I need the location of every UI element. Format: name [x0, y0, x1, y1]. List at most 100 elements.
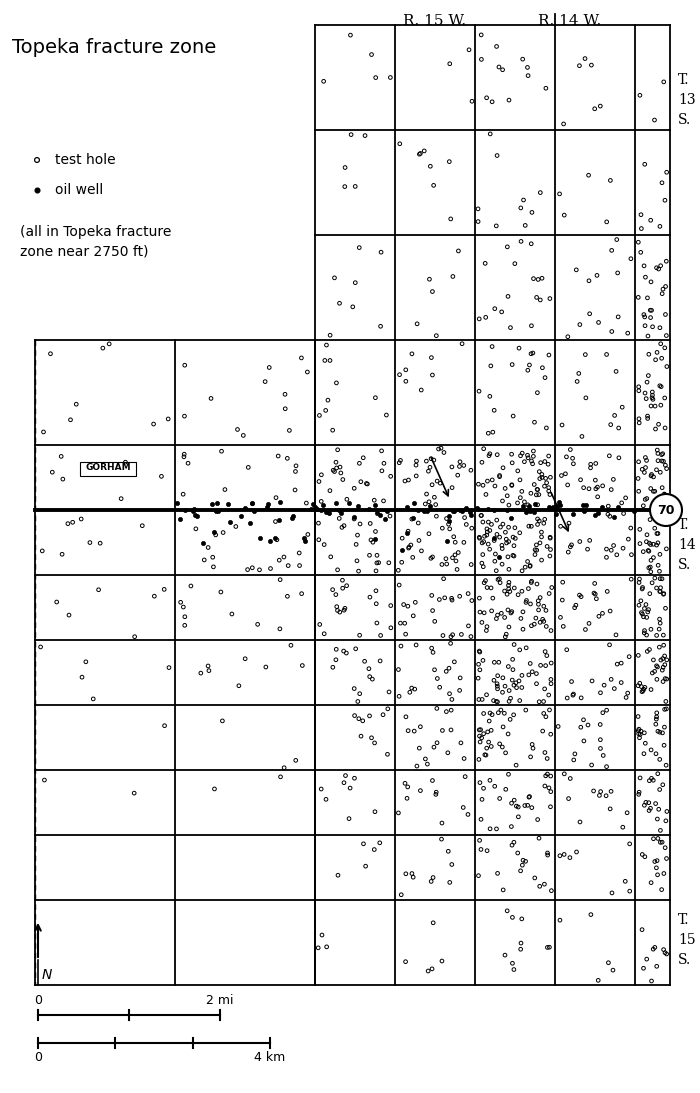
Text: 14: 14 — [678, 538, 696, 552]
Point — [478, 779, 489, 797]
Point — [473, 383, 484, 400]
Point — [529, 413, 540, 431]
Point — [385, 597, 396, 614]
Point — [540, 657, 551, 674]
Point — [505, 604, 517, 622]
Point — [609, 680, 620, 697]
Point — [503, 561, 514, 578]
Point — [648, 772, 659, 789]
Point — [494, 468, 505, 485]
Point — [352, 693, 363, 710]
Point — [309, 498, 321, 516]
Point — [545, 548, 556, 565]
Point — [321, 504, 332, 521]
Point — [650, 351, 662, 368]
Point — [543, 479, 554, 496]
Point — [526, 573, 537, 590]
Point — [643, 601, 654, 619]
Point — [454, 669, 466, 686]
Point — [545, 767, 557, 785]
Point — [463, 585, 474, 602]
Point — [331, 598, 342, 615]
Point — [517, 857, 528, 874]
Point — [660, 457, 671, 474]
Point — [497, 61, 508, 79]
Point — [423, 462, 434, 480]
Point — [513, 340, 524, 357]
Point — [654, 583, 666, 600]
Point — [97, 339, 108, 356]
Point — [496, 540, 507, 557]
Point — [377, 706, 388, 724]
Point — [491, 512, 503, 529]
Point — [657, 725, 668, 742]
Point — [633, 289, 644, 306]
Point — [578, 712, 589, 729]
Point — [573, 365, 584, 383]
Point — [489, 552, 500, 569]
Point — [327, 422, 338, 439]
Point — [543, 482, 554, 500]
Point — [595, 740, 606, 757]
Point — [163, 659, 174, 677]
Point — [248, 502, 259, 519]
Point — [566, 536, 577, 553]
Point — [633, 677, 644, 694]
Point — [382, 745, 393, 763]
Point — [532, 384, 543, 401]
Point — [522, 447, 533, 465]
Point — [583, 272, 594, 290]
Point — [446, 589, 457, 607]
Point — [296, 585, 307, 602]
Point — [533, 601, 544, 619]
Point — [503, 548, 514, 565]
Point — [494, 467, 505, 484]
Point — [615, 655, 626, 672]
Point — [403, 539, 414, 556]
Point — [466, 461, 477, 479]
Point — [526, 235, 537, 252]
Point — [566, 673, 578, 691]
Point — [541, 647, 552, 665]
Point — [494, 790, 505, 808]
Point — [527, 740, 538, 757]
Point — [506, 818, 517, 835]
Point — [570, 597, 582, 614]
Point — [583, 480, 594, 497]
Point — [238, 426, 249, 444]
Point — [645, 621, 657, 638]
Point — [659, 839, 671, 857]
Point — [534, 470, 545, 487]
Point — [639, 679, 650, 696]
Point — [526, 663, 538, 681]
Point — [331, 374, 342, 391]
Point — [179, 608, 190, 625]
Point — [148, 415, 159, 433]
Point — [447, 626, 458, 644]
Point — [594, 608, 605, 625]
Point — [503, 601, 514, 619]
Point — [522, 553, 533, 571]
Point — [473, 213, 484, 231]
Point — [484, 540, 495, 557]
Point — [489, 299, 500, 317]
Point — [265, 560, 276, 577]
Point — [288, 507, 299, 525]
Point — [76, 510, 87, 528]
Point — [494, 574, 505, 591]
Point — [661, 849, 672, 867]
Point — [528, 443, 539, 460]
Point — [543, 779, 554, 797]
Point — [645, 563, 657, 580]
Point — [410, 593, 421, 611]
Point — [447, 268, 458, 285]
Point — [376, 442, 387, 459]
Point — [179, 408, 190, 425]
Point — [395, 637, 407, 655]
Point — [641, 609, 652, 626]
Point — [344, 810, 355, 827]
Point — [400, 865, 412, 882]
Point — [289, 481, 300, 498]
Point — [589, 471, 601, 489]
Point — [571, 843, 582, 860]
